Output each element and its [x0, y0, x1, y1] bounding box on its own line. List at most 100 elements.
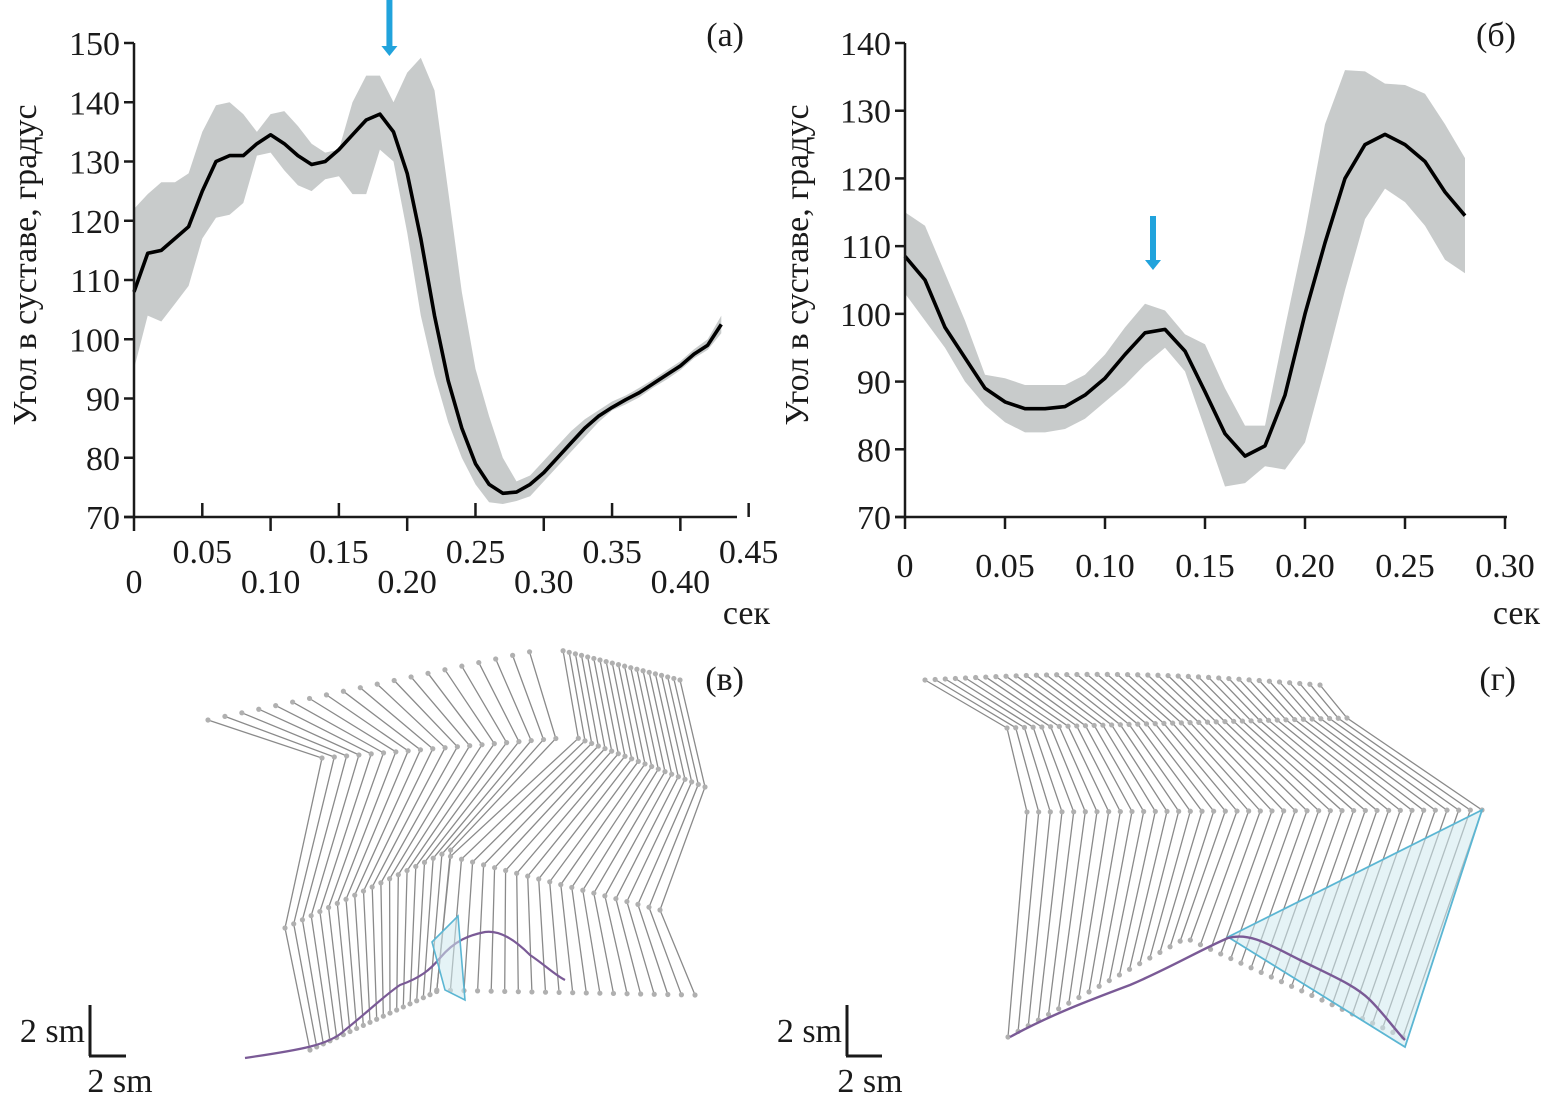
joint-marker	[1300, 716, 1307, 722]
joint-marker	[387, 1010, 393, 1016]
stick-figure-frame	[463, 653, 593, 991]
joint-marker	[1248, 718, 1254, 724]
stick-figure-frame	[1096, 673, 1227, 942]
arrow-head	[1145, 260, 1161, 270]
joint-marker	[1096, 983, 1102, 989]
stick-figure-frame	[1086, 673, 1215, 947]
joint-marker	[504, 740, 510, 746]
stick-figure-frame	[934, 678, 1040, 1032]
stick-figure-frame	[1167, 675, 1308, 969]
y-tick-label: 70	[857, 500, 891, 537]
joint-marker	[340, 688, 346, 694]
toe-trajectory	[244, 930, 566, 1060]
joint-marker	[665, 674, 671, 680]
stick-figure-frame	[436, 650, 580, 991]
stick-figure-frame	[1106, 673, 1238, 941]
joint-marker	[1456, 807, 1462, 813]
joint-marker	[459, 663, 465, 669]
joint-marker	[1268, 974, 1274, 980]
scale-label-vertical: 2 sm	[20, 1013, 85, 1050]
joint-marker	[658, 672, 665, 678]
joint-marker	[1444, 807, 1450, 813]
stick-figure-frame	[648, 678, 699, 995]
joint-marker	[1196, 719, 1202, 725]
joint-marker	[646, 904, 652, 910]
joint-marker	[414, 998, 420, 1004]
stick-figure-frame	[965, 677, 1075, 1015]
joint-marker	[983, 674, 989, 680]
stick-figure-frame	[571, 667, 653, 993]
joint-marker	[503, 867, 509, 874]
joint-marker	[408, 674, 414, 680]
joint-marker	[1283, 717, 1289, 723]
joint-marker	[325, 904, 332, 911]
joint-marker	[651, 991, 657, 997]
joint-marker	[447, 853, 454, 860]
joint-marker	[602, 745, 608, 752]
joint-marker	[649, 763, 655, 770]
joint-marker	[1178, 720, 1184, 726]
chart-b-y-axis-title: Угол в суставе, градус	[779, 104, 816, 425]
joint-marker	[665, 991, 671, 998]
joint-marker	[646, 669, 652, 675]
joint-marker	[1135, 672, 1141, 678]
joint-marker	[491, 741, 497, 747]
joint-marker	[1351, 807, 1357, 814]
x-tick-label: 0.10	[1075, 548, 1135, 585]
joint-marker	[413, 863, 419, 870]
joint-marker	[367, 1019, 373, 1025]
toe-trajectory	[1009, 935, 1406, 1041]
joint-marker	[1213, 719, 1219, 725]
stick-figure-frame	[275, 705, 372, 1038]
joint-marker	[323, 692, 330, 698]
joint-marker	[514, 870, 520, 876]
joint-marker	[655, 766, 661, 772]
joint-marker	[374, 681, 380, 687]
joint-marker	[1117, 808, 1123, 815]
joint-marker	[609, 748, 615, 754]
stick-figure-frame	[924, 679, 1028, 1038]
joint-marker	[1039, 724, 1045, 730]
joint-marker	[1064, 671, 1070, 678]
joint-marker	[1056, 723, 1062, 730]
stick-figure-frame	[1076, 673, 1203, 953]
joint-marker	[454, 744, 460, 750]
joint-marker	[1175, 673, 1181, 679]
stick-figure-frame	[626, 675, 686, 995]
joint-marker	[635, 758, 641, 764]
y-tick-label: 140	[69, 85, 120, 122]
scale-bar: 2 sm 2 sm	[777, 1005, 903, 1100]
joint-marker	[610, 990, 617, 997]
stick-figure-frame	[1046, 674, 1168, 970]
arrow-shaft	[386, 0, 393, 46]
joint-marker	[290, 699, 296, 705]
joint-marker	[1344, 715, 1350, 721]
stick-figure-frame	[985, 676, 1098, 1004]
joint-marker	[369, 884, 375, 890]
y-tick-label: 140	[840, 26, 891, 63]
scale-label-vertical: 2 sm	[777, 1013, 842, 1050]
joint-marker	[622, 663, 628, 669]
joint-marker	[1030, 724, 1036, 730]
y-tick-label: 70	[86, 500, 120, 537]
joint-marker	[1100, 722, 1106, 728]
joint-marker	[380, 750, 387, 756]
joint-marker	[1238, 960, 1244, 966]
joint-marker	[1335, 715, 1341, 721]
stick-figures	[205, 648, 708, 1053]
joint-marker	[624, 991, 630, 997]
joint-marker	[547, 879, 553, 885]
x-tick-label: 0.25	[1375, 548, 1435, 585]
joint-marker	[1299, 988, 1305, 994]
joint-marker	[1362, 807, 1368, 814]
joint-marker	[595, 743, 601, 749]
chart-a-y-axis-title: Угол в суставе, градус	[7, 104, 44, 425]
joint-marker	[442, 667, 448, 673]
x-tick-label: 0.30	[1475, 548, 1535, 585]
joint-marker	[1326, 715, 1333, 722]
stick-figure-frame	[326, 694, 410, 1029]
joint-marker	[1319, 997, 1325, 1003]
joint-marker	[493, 656, 499, 662]
joint-marker	[391, 677, 397, 684]
joint-marker	[1071, 809, 1077, 815]
